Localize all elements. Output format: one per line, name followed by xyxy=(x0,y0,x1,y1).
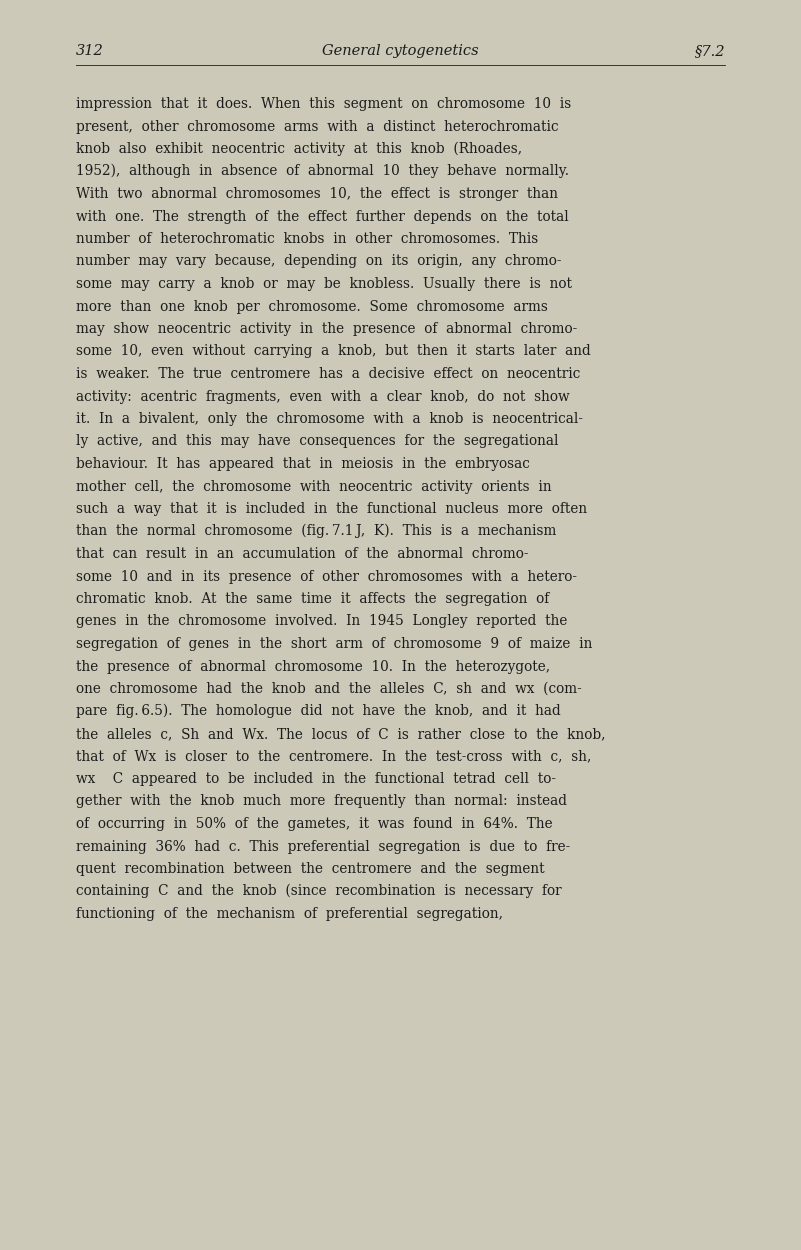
Text: General cytogenetics: General cytogenetics xyxy=(322,44,479,58)
Text: that  can  result  in  an  accumulation  of  the  abnormal  chromo-: that can result in an accumulation of th… xyxy=(76,548,529,561)
Text: quent  recombination  between  the  centromere  and  the  segment: quent recombination between the centrome… xyxy=(76,862,545,876)
Text: activity:  acentric  fragments,  even  with  a  clear  knob,  do  not  show: activity: acentric fragments, even with … xyxy=(76,390,570,404)
Text: the  presence  of  abnormal  chromosome  10.  In  the  heterozygote,: the presence of abnormal chromosome 10. … xyxy=(76,660,550,674)
Text: present,  other  chromosome  arms  with  a  distinct  heterochromatic: present, other chromosome arms with a di… xyxy=(76,120,558,134)
Text: some  may  carry  a  knob  or  may  be  knobless.  Usually  there  is  not: some may carry a knob or may be knobless… xyxy=(76,278,572,291)
Text: containing  C  and  the  knob  (since  recombination  is  necessary  for: containing C and the knob (since recombi… xyxy=(76,884,562,899)
Text: than  the  normal  chromosome  (fig. 7.1 J,  K).  This  is  a  mechanism: than the normal chromosome (fig. 7.1 J, … xyxy=(76,524,557,539)
Text: number  may  vary  because,  depending  on  its  origin,  any  chromo-: number may vary because, depending on it… xyxy=(76,255,562,269)
Text: some  10,  even  without  carrying  a  knob,  but  then  it  starts  later  and: some 10, even without carrying a knob, b… xyxy=(76,345,591,359)
Text: With  two  abnormal  chromosomes  10,  the  effect  is  stronger  than: With two abnormal chromosomes 10, the ef… xyxy=(76,188,558,201)
Text: that  of  Wx  is  closer  to  the  centromere.  In  the  test-cross  with  c,  s: that of Wx is closer to the centromere. … xyxy=(76,750,591,764)
Text: impression  that  it  does.  When  this  segment  on  chromosome  10  is: impression that it does. When this segme… xyxy=(76,98,571,111)
Text: mother  cell,  the  chromosome  with  neocentric  activity  orients  in: mother cell, the chromosome with neocent… xyxy=(76,480,552,494)
Text: knob  also  exhibit  neocentric  activity  at  this  knob  (Rhoades,: knob also exhibit neocentric activity at… xyxy=(76,141,522,156)
Text: §7.2: §7.2 xyxy=(694,44,725,58)
Text: number  of  heterochromatic  knobs  in  other  chromosomes.  This: number of heterochromatic knobs in other… xyxy=(76,232,538,246)
Text: pare  fig. 6.5).  The  homologue  did  not  have  the  knob,  and  it  had: pare fig. 6.5). The homologue did not ha… xyxy=(76,704,561,719)
Text: segregation  of  genes  in  the  short  arm  of  chromosome  9  of  maize  in: segregation of genes in the short arm of… xyxy=(76,638,593,651)
Text: behaviour.  It  has  appeared  that  in  meiosis  in  the  embryosac: behaviour. It has appeared that in meios… xyxy=(76,458,530,471)
Text: is  weaker.  The  true  centromere  has  a  decisive  effect  on  neocentric: is weaker. The true centromere has a dec… xyxy=(76,368,581,381)
Text: some  10  and  in  its  presence  of  other  chromosomes  with  a  hetero-: some 10 and in its presence of other chr… xyxy=(76,570,577,584)
Text: may  show  neocentric  activity  in  the  presence  of  abnormal  chromo-: may show neocentric activity in the pres… xyxy=(76,322,578,336)
Text: the  alleles  c,  Sh  and  Wx.  The  locus  of  C  is  rather  close  to  the  k: the alleles c, Sh and Wx. The locus of C… xyxy=(76,728,606,741)
Text: functioning  of  the  mechanism  of  preferential  segregation,: functioning of the mechanism of preferen… xyxy=(76,908,503,921)
Text: 312: 312 xyxy=(76,44,104,58)
Text: with  one.  The  strength  of  the  effect  further  depends  on  the  total: with one. The strength of the effect fur… xyxy=(76,210,569,224)
Text: it.  In  a  bivalent,  only  the  chromosome  with  a  knob  is  neocentrical-: it. In a bivalent, only the chromosome w… xyxy=(76,412,583,426)
Text: genes  in  the  chromosome  involved.  In  1945  Longley  reported  the: genes in the chromosome involved. In 194… xyxy=(76,615,567,629)
Text: one  chromosome  had  the  knob  and  the  alleles  C,  sh  and  wx  (com-: one chromosome had the knob and the alle… xyxy=(76,682,582,696)
Text: of  occurring  in  50%  of  the  gametes,  it  was  found  in  64%.  The: of occurring in 50% of the gametes, it w… xyxy=(76,818,553,831)
Text: 1952),  although  in  absence  of  abnormal  10  they  behave  normally.: 1952), although in absence of abnormal 1… xyxy=(76,164,569,179)
Text: gether  with  the  knob  much  more  frequently  than  normal:  instead: gether with the knob much more frequentl… xyxy=(76,795,567,809)
Text: such  a  way  that  it  is  included  in  the  functional  nucleus  more  often: such a way that it is included in the fu… xyxy=(76,503,587,516)
Text: more  than  one  knob  per  chromosome.  Some  chromosome  arms: more than one knob per chromosome. Some … xyxy=(76,300,548,314)
Text: wx    C  appeared  to  be  included  in  the  functional  tetrad  cell  to-: wx C appeared to be included in the func… xyxy=(76,772,556,786)
Text: ly  active,  and  this  may  have  consequences  for  the  segregational: ly active, and this may have consequence… xyxy=(76,435,558,449)
Text: remaining  36%  had  c.  This  preferential  segregation  is  due  to  fre-: remaining 36% had c. This preferential s… xyxy=(76,840,570,854)
Text: chromatic  knob.  At  the  same  time  it  affects  the  segregation  of: chromatic knob. At the same time it affe… xyxy=(76,592,549,606)
